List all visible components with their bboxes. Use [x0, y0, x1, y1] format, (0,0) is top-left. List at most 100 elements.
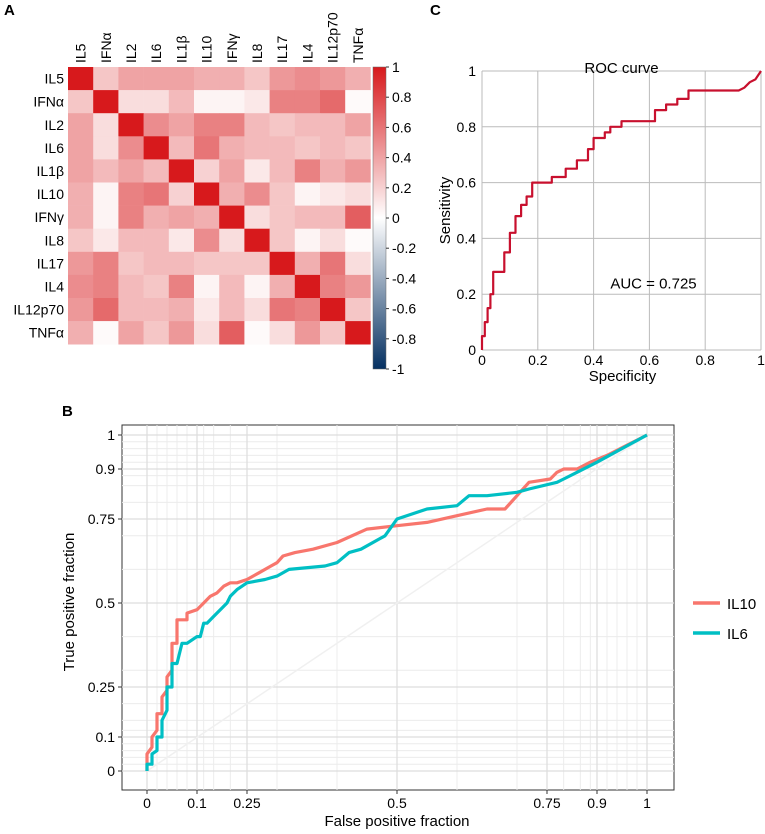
heatmap-cell — [168, 274, 195, 299]
heatmap-cell — [194, 321, 220, 345]
heatmap-cell — [244, 67, 270, 91]
heatmap-cell — [168, 251, 195, 276]
heatmap-cell — [345, 136, 371, 160]
heatmap-cell — [219, 182, 245, 206]
heatmap-cell — [143, 159, 170, 183]
heatmap-cell — [294, 321, 321, 345]
heatmap-cell — [244, 274, 270, 299]
roc-x-tick-label: 0.4 — [584, 352, 604, 368]
heatmap-cell — [269, 90, 296, 114]
heatmap-col-label: IL4 — [299, 43, 315, 63]
heatmap-cell — [219, 298, 245, 322]
colorbar-tick-label: 0 — [392, 210, 400, 226]
multi-roc-diagonal — [146, 434, 648, 772]
heatmap-cell — [345, 113, 371, 137]
roc-x-tick-label: 0 — [478, 352, 486, 368]
heatmap-cell — [68, 159, 94, 183]
heatmap-cell — [118, 298, 144, 322]
heatmap-cell — [168, 228, 195, 253]
colorbar-tick-label: -0.2 — [392, 240, 416, 256]
legend-label-il10: IL10 — [727, 596, 756, 613]
heatmap-cell — [345, 251, 371, 276]
multi-roc-y-tick-label: 1 — [107, 427, 115, 443]
heatmap-cell — [93, 228, 119, 253]
roc-x-tick-label: 0.6 — [640, 352, 660, 368]
roc-series-line — [480, 70, 762, 350]
heatmap-cell — [143, 205, 170, 229]
heatmap-cell — [118, 90, 144, 114]
heatmap-cell — [320, 136, 346, 160]
heatmap-cell — [168, 321, 195, 345]
heatmap-row-label: IL10 — [37, 186, 64, 202]
multi-roc-x-axis-label: False positive fraction — [324, 813, 469, 830]
heatmap-row-label: TNFα — [29, 325, 64, 341]
heatmap-cell — [269, 205, 296, 229]
heatmap-row-label: IL8 — [45, 232, 65, 248]
multi-roc-y-tick-label: 0.1 — [96, 729, 116, 745]
colorbar-tick-label: -0.6 — [392, 301, 416, 317]
heatmap-cell — [93, 90, 119, 114]
heatmap-cell — [118, 205, 144, 229]
heatmap-col-label: IFNγ — [224, 33, 240, 63]
heatmap-col-label: IL1β — [173, 35, 189, 63]
multi-roc-x-tick-label: 0 — [143, 795, 151, 811]
heatmap-cell — [93, 205, 119, 229]
heatmap-cell — [118, 113, 144, 137]
heatmap-cell — [143, 274, 170, 299]
heatmap-cell — [93, 251, 119, 276]
heatmap-cell — [219, 228, 245, 253]
heatmap-row-label: IFNα — [33, 94, 64, 110]
heatmap-cell — [168, 90, 195, 114]
heatmap-cell — [68, 182, 94, 206]
heatmap-cell — [219, 274, 245, 299]
heatmap-row-label: IL6 — [45, 140, 65, 156]
heatmap-cell — [269, 113, 296, 137]
heatmap-cell — [194, 113, 220, 137]
heatmap-cell — [269, 228, 296, 253]
heatmap-row-label: IL12p70 — [13, 302, 64, 318]
heatmap-cell — [194, 298, 220, 322]
colorbar-gradient — [372, 66, 387, 370]
panel-label-c: C — [430, 2, 441, 19]
heatmap-cell — [320, 298, 346, 322]
heatmap-cell — [93, 182, 119, 206]
heatmap-panel: IL5 IL5 IFNα IFNα IL2 IL2 IL6 IL6 IL1β IL1β IL10 IL… — [13, 12, 371, 345]
heatmap-cell — [320, 274, 346, 299]
heatmap-cell — [320, 251, 346, 276]
heatmap-cell — [93, 298, 119, 322]
colorbar: 1 0.8 0.6 0.4 0.2 0 -0.2 -0.4 -0.6 -0.8 -1 — [372, 59, 416, 377]
heatmap-cell — [194, 159, 220, 183]
heatmap-col-label: IL12p70 — [325, 12, 341, 63]
roc-x-tick-label: 0.2 — [528, 352, 548, 368]
heatmap-cell — [345, 298, 371, 322]
multi-roc-panel: 0 0 0.1 0.1 0.25 0.25 0.5 0.5 0.75 0.75 0.9 0.9 1 1 Fa… — [61, 424, 756, 830]
colorbar-tick-label: -0.8 — [392, 331, 416, 347]
roc-y-tick-label: 0.8 — [457, 119, 477, 135]
heatmap-cell — [93, 67, 119, 91]
heatmap-cell — [143, 228, 170, 253]
heatmap-cell — [244, 159, 270, 183]
heatmap-col-label: IFNα — [98, 32, 114, 63]
heatmap-cell — [68, 136, 94, 160]
heatmap-cell — [345, 205, 371, 229]
heatmap-cell — [269, 251, 296, 276]
heatmap-cell — [168, 205, 195, 229]
heatmap-cell — [68, 274, 94, 299]
legend-label-il6: IL6 — [727, 626, 748, 643]
heatmap-cell — [118, 228, 144, 253]
heatmap-cell — [219, 159, 245, 183]
heatmap-cell — [93, 136, 119, 160]
heatmap-cell — [244, 90, 270, 114]
heatmap-col-label: IL17 — [274, 36, 290, 63]
roc-y-axis-label: Sensitivity — [437, 176, 454, 244]
heatmap-cell — [93, 274, 119, 299]
multi-roc-x-tick-label: 0.1 — [187, 795, 207, 811]
heatmap-cell — [219, 113, 245, 137]
heatmap-cell — [269, 159, 296, 183]
heatmap-cell — [168, 182, 195, 206]
heatmap-cell — [68, 67, 94, 91]
heatmap-cell — [118, 274, 144, 299]
heatmap-cell — [320, 113, 346, 137]
multi-roc-x-tick-label: 1 — [643, 795, 651, 811]
